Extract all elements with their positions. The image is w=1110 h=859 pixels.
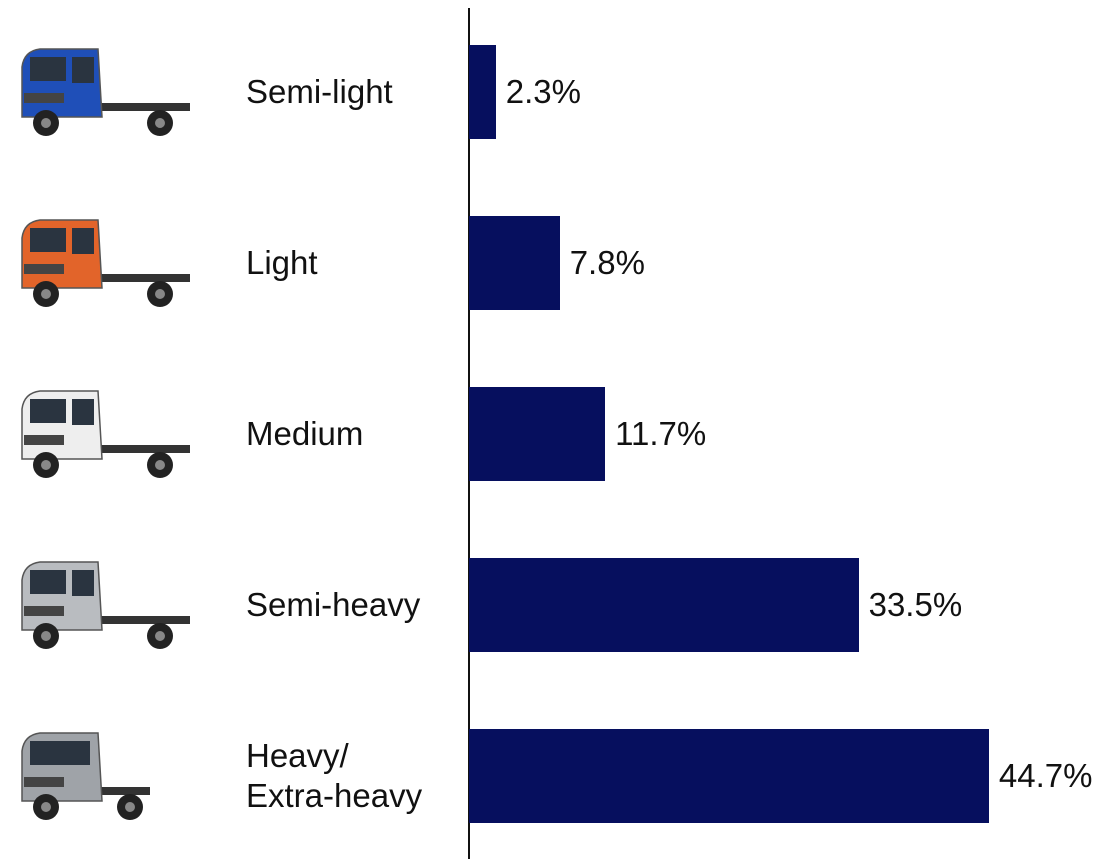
truck-image [10,379,200,494]
bar [469,387,606,481]
value-label: 11.7% [615,415,707,452]
y-tick-label: Semi-heavy [246,586,421,623]
y-tick-label: Medium [246,415,364,452]
y-tick-label: Semi-light [246,73,393,110]
bar [469,216,560,310]
truck-icon [21,390,190,478]
y-tick-label: Heavy/ Extra-heavy [246,737,423,814]
truck-image [10,208,200,323]
bar [469,45,496,139]
truck-icon [21,219,190,307]
truck-icon [21,732,150,820]
truck-icon [21,561,190,649]
value-label: 44.7% [998,757,1093,794]
bar [469,729,989,823]
bar [469,558,859,652]
truck-image [10,37,200,152]
y-tick-label: Light [246,244,318,281]
truck-icon [21,48,190,136]
value-label: 33.5% [868,586,963,623]
truck-image [10,550,200,665]
truck-image [10,721,200,836]
value-label: 7.8% [569,244,645,281]
value-label: 2.3% [505,73,581,110]
